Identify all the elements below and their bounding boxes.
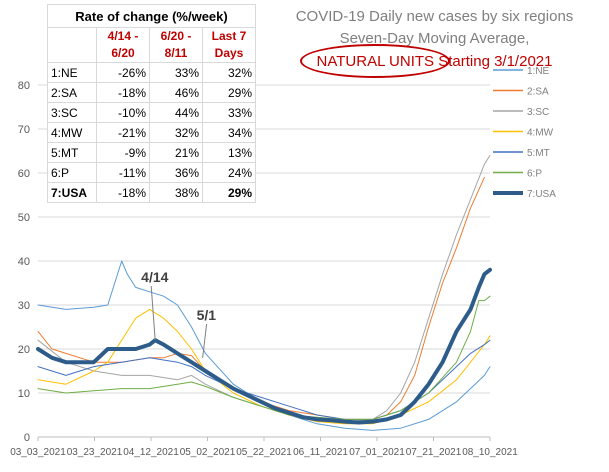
table-row: 6:P -11% 36% 24%	[47, 162, 256, 183]
table-row: 4:MW -21% 32% 34%	[47, 122, 256, 143]
series-line-5mt	[37, 339, 491, 420]
x-tick-label: 03_23_2021	[67, 447, 123, 458]
chart-annotations: 4/14 5/1	[141, 269, 216, 358]
region-name: 4:MW	[47, 122, 97, 143]
y-tick-label: 70	[18, 124, 30, 136]
rate-value: 29%	[202, 82, 256, 103]
rate-value: 29%	[202, 182, 256, 203]
series-line-6p	[37, 295, 491, 420]
legend-label: 6:P	[527, 169, 542, 180]
rate-table-caption: Rate of change (%/week)	[47, 4, 256, 28]
chart-title-line2: Seven-Day Moving Average,	[339, 30, 530, 47]
region-name: 2:SA	[47, 82, 97, 103]
x-tick-label: 04_12_2021	[123, 447, 179, 458]
legend-label: 5:MT	[527, 148, 550, 159]
legend-label: 4:MW	[527, 128, 554, 139]
x-tick-label: 08_10_2021	[462, 447, 518, 458]
legend-label: 2:SA	[527, 87, 549, 98]
rate-value: -26%	[96, 62, 150, 83]
table-row: 1:NE -26% 33% 32%	[47, 62, 256, 83]
annotation-label: 4/14	[141, 269, 168, 285]
rate-value: 21%	[149, 142, 203, 163]
y-tick-label: 50	[18, 212, 30, 224]
rate-value: -10%	[96, 102, 150, 123]
rate-value: 32%	[149, 122, 203, 143]
rate-value: -11%	[96, 162, 150, 183]
x-tick-label: 07_21_2021	[406, 447, 462, 458]
y-tick-label: 60	[18, 168, 30, 180]
rate-table-header: 4/14 - 6/20	[96, 27, 150, 63]
rate-value: 44%	[149, 102, 203, 123]
x-axis: 03_03_2021 03_23_2021 04_12_2021 05_02_2021…	[10, 436, 518, 458]
y-tick-label: 80	[18, 80, 30, 92]
rate-value: -18%	[96, 82, 150, 103]
annotation-leader	[150, 285, 156, 341]
y-tick-label: 0	[24, 432, 30, 444]
x-tick-label: 06_11_2021	[293, 447, 348, 458]
rate-value: 32%	[202, 62, 256, 83]
rate-value: 36%	[149, 162, 203, 183]
rate-value: -21%	[96, 122, 150, 143]
y-tick-label: 40	[18, 256, 30, 268]
rate-value: 13%	[202, 142, 256, 163]
table-row: 3:SC -10% 44% 33%	[47, 102, 256, 123]
chart-title-line1: COVID-19 Daily new cases by six regions	[295, 8, 574, 25]
start-date-text: Starting 3/1/2021	[434, 53, 553, 70]
annotation-label: 5/1	[197, 307, 217, 323]
rate-value: 38%	[149, 182, 203, 203]
rate-table-header: Last 7 Days	[202, 27, 256, 63]
x-tick-label: 05_22_2021	[236, 447, 292, 458]
x-tick-label: 07_01_2021	[349, 447, 405, 458]
chart-series	[36, 154, 492, 431]
y-tick-label: 10	[18, 388, 30, 400]
rate-value: -9%	[96, 142, 150, 163]
y-axis: 0 10 20 30 40 50 60 70 80	[18, 80, 30, 444]
region-name: 6:P	[47, 162, 97, 183]
legend-label: 1:NE	[527, 66, 550, 77]
y-tick-label: 20	[18, 344, 30, 356]
rate-table-corner	[47, 27, 97, 63]
region-name: 1:NE	[47, 62, 97, 83]
table-row: 2:SA -18% 46% 29%	[47, 82, 256, 103]
highlight-oval	[300, 44, 450, 78]
x-tick-label: 03_03_2021	[10, 447, 66, 458]
legend-label: 3:SC	[527, 107, 549, 118]
chart-legend: 1:NE 2:SA 3:SC 4:MW 5:MT 6:P 7:USA	[493, 66, 556, 200]
y-tick-label: 30	[18, 300, 30, 312]
rate-of-change-table: Rate of change (%/week) 4/14 - 6/20 6/20…	[47, 4, 256, 203]
rate-value: 33%	[202, 102, 256, 123]
rate-value: 24%	[202, 162, 256, 183]
rate-value: 33%	[149, 62, 203, 83]
rate-value: -18%	[96, 182, 150, 203]
annotation-leader	[202, 323, 208, 358]
table-row: 7:USA -18% 38% 29%	[47, 182, 256, 203]
series-line-7usa	[36, 267, 492, 425]
region-name: 3:SC	[47, 102, 97, 123]
rate-value: 34%	[202, 122, 256, 143]
rate-table-header: 6/20 - 8/11	[149, 27, 203, 63]
region-name: 5:MT	[47, 142, 97, 163]
series-line-1ne	[37, 260, 491, 431]
region-name: 7:USA	[47, 182, 97, 203]
series-line-2sa	[37, 176, 485, 420]
x-tick-label: 05_02_2021	[180, 447, 236, 458]
rate-value: 46%	[149, 82, 203, 103]
legend-label: 7:USA	[527, 189, 556, 200]
table-row: 5:MT -9% 21% 13%	[47, 142, 256, 163]
